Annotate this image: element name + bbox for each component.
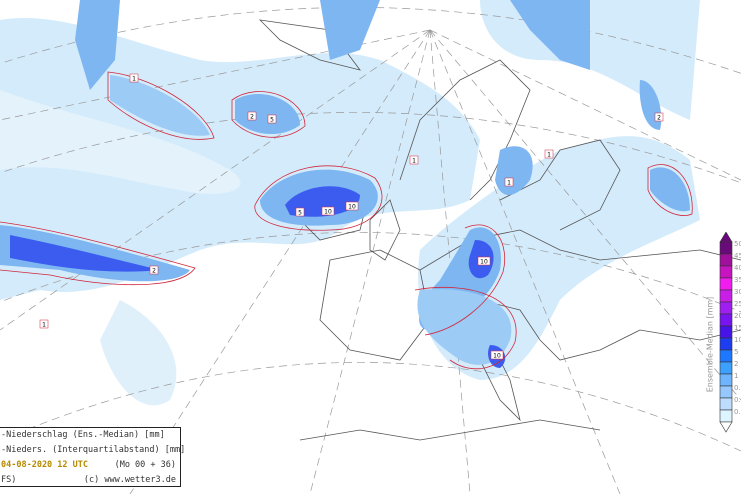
svg-text:10: 10 [480,259,488,266]
value-labels: 10 10 10 10 5 2 5 2 1 1 2 1 1 1 [39,73,664,360]
colorbar-swatch [719,313,733,327]
colorbar-tick-label: 50 [734,240,741,248]
colorbar-swatch [719,349,733,363]
colorbar-tick-label: 5 [734,348,739,356]
colorbar-tick-label: 15 [734,324,741,332]
colorbar-tick-label: 25 [734,300,741,308]
colorbar-swatch [719,301,733,315]
interquartile-contours [0,71,693,370]
colorbar-swatch [719,397,733,411]
forecast-date: 04-08-2020 12 UTC [1,460,88,470]
legend-line-median: -Niederschlag (Ens.-Median) [mm] [1,428,180,443]
value-label: 5 [267,114,277,124]
colorbar [719,232,733,433]
colorbar-title: Ensemble-Median [mm] [700,297,720,400]
svg-text:1: 1 [507,180,511,187]
colorbar-tick-label: 45 [734,252,741,260]
colorbar-tick-label: 1 [734,372,739,380]
colorbar-tick-label: 35 [734,276,741,284]
colorbar-tick-label: 0. [734,396,741,404]
svg-text:1: 1 [132,76,136,83]
colorbar-swatch [719,361,733,375]
svg-text:2: 2 [657,115,661,122]
svg-text:5: 5 [298,210,302,217]
colorbar-tick-label: 2 [734,360,739,368]
colorbar-swatch [719,373,733,387]
value-label: 2 [149,265,159,275]
value-label: 2 [247,111,257,121]
legend-line-credit: FS) (c) www.wetter3.de [1,473,180,488]
svg-text:5: 5 [270,117,274,124]
colorbar-tick-label: 30 [734,288,741,296]
legend-line-iqr: -Nieders. (Interquartilabstand) [mm] [1,443,185,458]
colorbar-swatch [719,289,733,303]
legend-line-date: 04-08-2020 12 UTC (Mo 00 + 36) [1,458,180,473]
value-label: 1 [544,149,554,159]
value-label: 1 [504,177,514,187]
colorbar-tick-label: 10 [734,336,741,344]
svg-text:1: 1 [547,152,551,159]
credit-text: (c) www.wetter3.de [83,475,176,485]
colorbar-swatch [719,241,733,255]
colorbar-swatch [719,337,733,351]
colorbar-tick-label: 40 [734,264,741,272]
value-label: 10 [490,350,504,360]
svg-text:2: 2 [152,268,156,275]
svg-text:10: 10 [348,204,356,211]
colorbar-tick-label: 0. [734,408,741,416]
svg-text:2: 2 [250,114,254,121]
value-label: 2 [654,112,664,122]
colorbar-top-arrow [719,232,733,243]
value-label: 10 [321,206,335,216]
colorbar-title-text: Ensemble-Median [mm] [705,296,715,393]
colorbar-tick-label: 20 [734,312,741,320]
svg-text:10: 10 [324,209,332,216]
colorbar-swatch [719,409,733,423]
legend-iqr-text: -Nieders. (Interquartilabstand) [mm] [1,445,186,455]
forecast-run: (Mo 00 + 36) [114,460,176,470]
colorbar-swatch [719,277,733,291]
colorbar-swatch [719,385,733,399]
median-precip-blobs [0,0,690,368]
value-label: 10 [477,256,491,266]
colorbar-bottom-arrow [719,421,733,433]
colorbar-swatch [719,325,733,339]
svg-text:1: 1 [42,322,46,329]
value-label: 1 [409,155,419,165]
model-name: FS) [1,475,17,485]
colorbar-swatch [719,265,733,279]
map-legend: -Niederschlag (Ens.-Median) [mm] -Nieder… [0,427,185,488]
value-label: 1 [129,73,139,83]
svg-text:10: 10 [493,353,501,360]
colorbar-swatch [719,253,733,267]
legend-median-text: -Niederschlag (Ens.-Median) [mm] [1,430,165,440]
value-label: 10 [345,201,359,211]
value-label: 1 [39,319,49,329]
svg-text:1: 1 [412,158,416,165]
value-label: 5 [295,207,305,217]
colorbar-tick-label: 0. [734,384,741,392]
